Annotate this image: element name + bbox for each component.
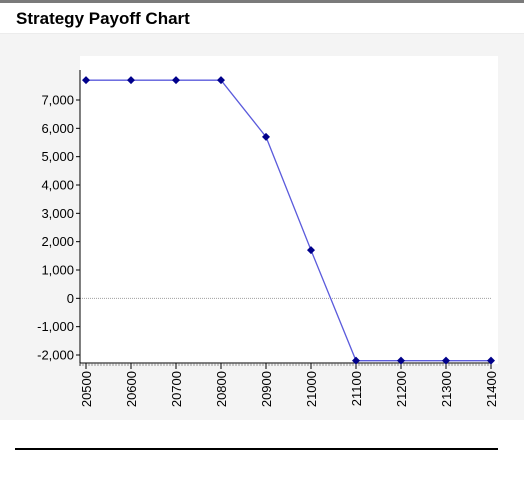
title-bar: Strategy Payoff Chart (0, 3, 524, 34)
y-tick-label: 3,000 (41, 206, 74, 221)
x-tick-label: 21300 (439, 371, 454, 407)
y-tick-label: 1,000 (41, 263, 74, 278)
y-tick-label: 5,000 (41, 149, 74, 164)
x-tick-label: 20800 (214, 371, 229, 407)
x-tick-label: 21200 (394, 371, 409, 407)
data-point (82, 76, 90, 85)
y-tick-label: -1,000 (37, 319, 74, 334)
x-tick-label: 21000 (304, 371, 319, 407)
y-tick-label: 6,000 (41, 121, 74, 136)
data-point (172, 76, 180, 85)
x-tick-label: 20700 (169, 371, 184, 407)
y-tick-label: 0 (67, 291, 74, 306)
x-tick-label: 20500 (79, 371, 94, 407)
chart-title: Strategy Payoff Chart (16, 9, 190, 28)
data-point (397, 356, 405, 365)
x-tick-label: 21400 (484, 371, 499, 407)
y-tick-label: -2,000 (37, 348, 74, 363)
data-point (487, 356, 495, 365)
data-point (307, 246, 315, 255)
bottom-rule (15, 448, 498, 450)
data-point (127, 76, 135, 85)
data-point (217, 76, 225, 85)
payoff-line (86, 79, 491, 362)
y-tick-label: 7,000 (41, 93, 74, 108)
y-tick-label: 4,000 (41, 178, 74, 193)
x-tick-label: 21100 (349, 371, 364, 406)
plot-area (80, 56, 498, 364)
x-tick-label: 20900 (259, 371, 274, 407)
y-tick-label: 2,000 (41, 234, 74, 249)
data-point (352, 356, 360, 365)
x-tick-label: 20600 (124, 371, 139, 407)
data-point (262, 132, 270, 141)
data-point (442, 356, 450, 365)
top-rule (0, 0, 524, 3)
